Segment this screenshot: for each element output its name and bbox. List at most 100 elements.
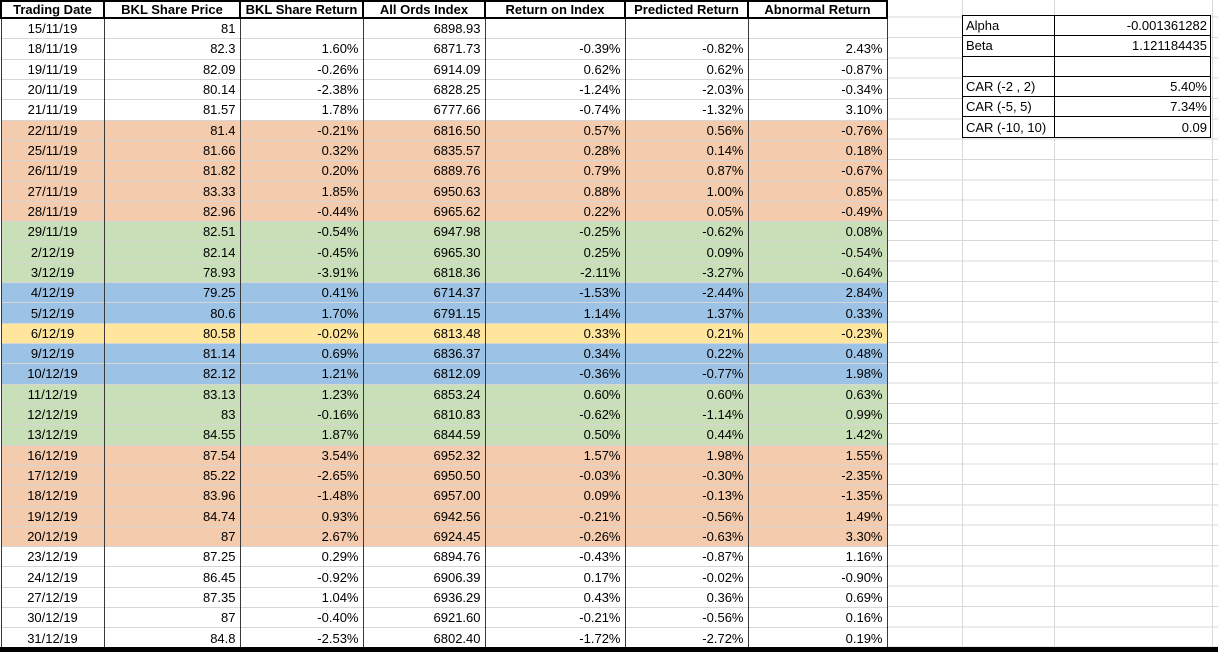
stats-label-cell[interactable]: CAR (-5, 5) <box>962 96 1055 118</box>
value-cell[interactable]: 1.57% <box>484 445 626 466</box>
value-cell[interactable]: 82.3 <box>103 38 241 60</box>
date-cell[interactable]: 21/11/19 <box>0 99 105 121</box>
value-cell[interactable]: -0.45% <box>239 241 364 263</box>
value-cell[interactable]: 0.32% <box>239 140 364 162</box>
value-cell[interactable]: 0.63% <box>747 384 888 405</box>
value-cell[interactable]: -0.76% <box>747 120 888 141</box>
value-cell[interactable]: -0.39% <box>484 38 626 60</box>
value-cell[interactable]: 6936.29 <box>362 587 486 609</box>
date-cell[interactable]: 4/12/19 <box>0 282 105 304</box>
value-cell[interactable]: 6818.36 <box>362 262 486 284</box>
value-cell[interactable]: 0.09% <box>624 241 749 263</box>
value-cell[interactable]: -0.49% <box>747 201 888 223</box>
date-cell[interactable]: 20/12/19 <box>0 526 105 548</box>
value-cell[interactable]: 1.04% <box>239 587 364 609</box>
date-cell[interactable]: 25/11/19 <box>0 140 105 162</box>
value-cell[interactable]: 6950.63 <box>362 181 486 202</box>
value-cell[interactable]: -0.23% <box>747 323 888 345</box>
value-cell[interactable]: 78.93 <box>103 262 241 284</box>
value-cell[interactable]: 0.50% <box>484 424 626 446</box>
value-cell[interactable]: -1.35% <box>747 485 888 507</box>
value-cell[interactable]: 1.16% <box>747 546 888 568</box>
value-cell[interactable]: 0.28% <box>484 140 626 162</box>
value-cell[interactable]: 0.85% <box>747 181 888 202</box>
value-cell[interactable]: -2.35% <box>747 465 888 487</box>
value-cell[interactable]: -0.34% <box>747 79 888 101</box>
value-cell[interactable]: 6914.09 <box>362 59 486 80</box>
date-cell[interactable]: 17/12/19 <box>0 465 105 487</box>
stats-label-cell[interactable] <box>962 55 1055 77</box>
value-cell[interactable]: -0.54% <box>239 221 364 243</box>
date-cell[interactable]: 27/11/19 <box>0 181 105 202</box>
value-cell[interactable]: 0.48% <box>747 343 888 365</box>
value-cell[interactable]: 6906.39 <box>362 566 486 588</box>
value-cell[interactable]: -0.03% <box>484 465 626 487</box>
value-cell[interactable]: 80.6 <box>103 302 241 324</box>
value-cell[interactable]: -0.02% <box>239 323 364 345</box>
value-cell[interactable]: 0.25% <box>484 241 626 263</box>
value-cell[interactable]: 1.78% <box>239 99 364 121</box>
value-cell[interactable]: 85.22 <box>103 465 241 487</box>
value-cell[interactable]: 0.62% <box>484 59 626 80</box>
date-cell[interactable]: 10/12/19 <box>0 363 105 385</box>
value-cell[interactable] <box>484 18 626 40</box>
value-cell[interactable]: -0.90% <box>747 566 888 588</box>
value-cell[interactable]: 6835.57 <box>362 140 486 162</box>
value-cell[interactable]: 6816.50 <box>362 120 486 141</box>
value-cell[interactable]: -0.87% <box>624 546 749 568</box>
value-cell[interactable]: -0.21% <box>484 607 626 629</box>
value-cell[interactable]: 6924.45 <box>362 526 486 548</box>
value-cell[interactable]: 0.43% <box>484 587 626 609</box>
value-cell[interactable]: 6813.48 <box>362 323 486 345</box>
value-cell[interactable]: -2.03% <box>624 79 749 101</box>
value-cell[interactable]: 0.62% <box>624 59 749 80</box>
date-cell[interactable]: 24/12/19 <box>0 566 105 588</box>
value-cell[interactable]: 1.14% <box>484 302 626 324</box>
value-cell[interactable]: 6844.59 <box>362 424 486 446</box>
value-cell[interactable]: -0.62% <box>484 404 626 426</box>
date-cell[interactable]: 19/11/19 <box>0 59 105 80</box>
value-cell[interactable]: 6950.50 <box>362 465 486 487</box>
column-header-share-price[interactable]: BKL Share Price <box>103 0 241 19</box>
date-cell[interactable]: 9/12/19 <box>0 343 105 365</box>
value-cell[interactable]: 0.14% <box>624 140 749 162</box>
stats-value-cell[interactable]: 1.121184435 <box>1054 35 1211 57</box>
stats-label-cell[interactable]: Beta <box>962 35 1055 57</box>
value-cell[interactable]: 6714.37 <box>362 282 486 304</box>
value-cell[interactable]: 6871.73 <box>362 38 486 60</box>
stats-value-cell[interactable]: 7.34% <box>1054 96 1211 118</box>
value-cell[interactable]: 0.29% <box>239 546 364 568</box>
value-cell[interactable]: 84.74 <box>103 506 241 527</box>
value-cell[interactable]: 6810.83 <box>362 404 486 426</box>
value-cell[interactable]: -2.38% <box>239 79 364 101</box>
value-cell[interactable]: -0.74% <box>484 99 626 121</box>
value-cell[interactable]: 87.54 <box>103 445 241 466</box>
value-cell[interactable]: 1.42% <box>747 424 888 446</box>
value-cell[interactable]: 1.60% <box>239 38 364 60</box>
value-cell[interactable]: 0.99% <box>747 404 888 426</box>
value-cell[interactable]: 0.79% <box>484 160 626 182</box>
value-cell[interactable]: 0.36% <box>624 587 749 609</box>
value-cell[interactable]: 0.33% <box>484 323 626 345</box>
value-cell[interactable]: 82.14 <box>103 241 241 263</box>
value-cell[interactable]: 6942.56 <box>362 506 486 527</box>
value-cell[interactable]: 80.58 <box>103 323 241 345</box>
value-cell[interactable]: -0.63% <box>624 526 749 548</box>
date-cell[interactable]: 19/12/19 <box>0 506 105 527</box>
value-cell[interactable]: 6812.09 <box>362 363 486 385</box>
value-cell[interactable]: -2.53% <box>239 627 364 649</box>
stats-value-cell[interactable]: -0.001361282 <box>1054 14 1211 37</box>
value-cell[interactable]: -0.26% <box>484 526 626 548</box>
value-cell[interactable]: 82.96 <box>103 201 241 223</box>
value-cell[interactable]: 6894.76 <box>362 546 486 568</box>
value-cell[interactable] <box>747 18 888 40</box>
value-cell[interactable]: 6947.98 <box>362 221 486 243</box>
value-cell[interactable]: 82.09 <box>103 59 241 80</box>
value-cell[interactable]: -1.72% <box>484 627 626 649</box>
value-cell[interactable]: 81.66 <box>103 140 241 162</box>
value-cell[interactable]: 1.37% <box>624 302 749 324</box>
value-cell[interactable]: 0.09% <box>484 485 626 507</box>
value-cell[interactable]: 6889.76 <box>362 160 486 182</box>
value-cell[interactable]: -0.21% <box>239 120 364 141</box>
value-cell[interactable]: 0.19% <box>747 627 888 649</box>
